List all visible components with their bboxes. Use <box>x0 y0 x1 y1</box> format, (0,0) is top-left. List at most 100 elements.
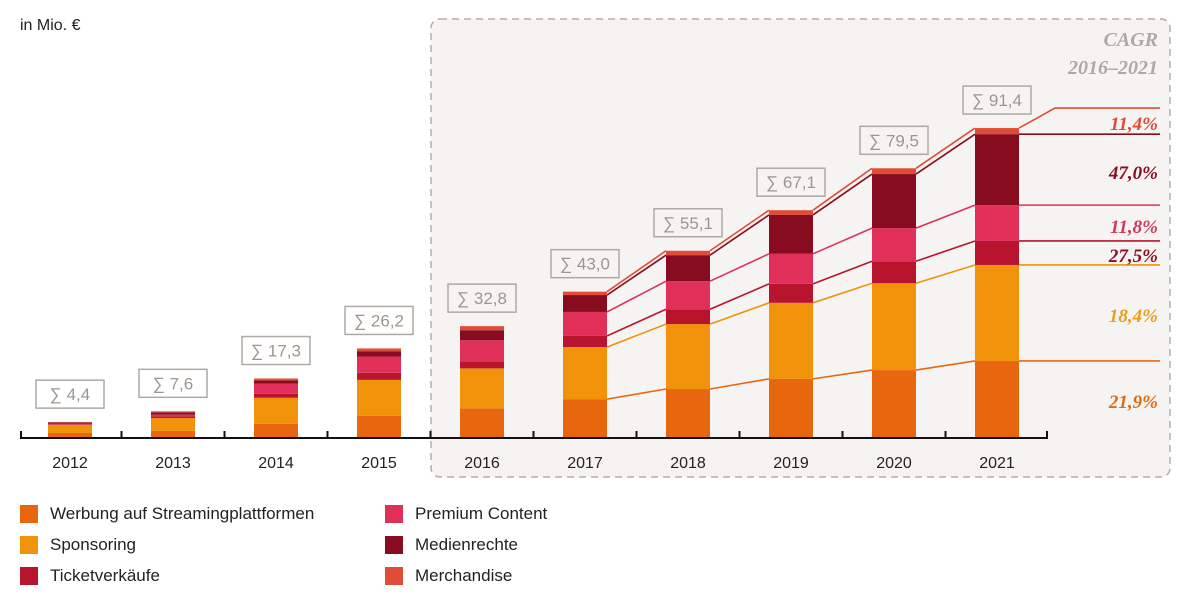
connector-line <box>915 240 976 262</box>
total-box <box>138 368 208 399</box>
x-tick-label: 2013 <box>155 455 191 472</box>
connector-line <box>812 282 873 304</box>
total-label: ∑ 17,3 <box>241 335 311 366</box>
cagr-value: 11,4% <box>1110 114 1158 135</box>
cagr-header: CAGR <box>1104 29 1158 51</box>
bar-segment-werbung-auf-streamingplattformen <box>151 430 195 437</box>
bar-segment-medienrechte <box>254 380 298 384</box>
total-value: ∑ 79,5 <box>869 131 919 150</box>
total-label: ∑ 79,5 <box>859 125 929 156</box>
total-box <box>241 335 311 366</box>
bar-segment-ticketverk-ufe <box>254 393 298 398</box>
connector-line <box>606 250 667 293</box>
bar-segment-ticketverk-ufe <box>975 240 1019 265</box>
x-tick-label: 2020 <box>876 455 912 472</box>
legend-swatch <box>385 536 403 554</box>
bar-segment-premium-content <box>357 356 401 373</box>
bar-segment-medienrechte <box>872 174 916 229</box>
bar-segment-medienrechte <box>563 295 607 312</box>
legend-swatch <box>20 505 38 523</box>
bar-segment-werbung-auf-streamingplattformen <box>769 378 813 437</box>
x-tick-label: 2019 <box>773 455 809 472</box>
bar-segment-merchandise <box>769 210 813 215</box>
cagr-value: 47,0% <box>1108 163 1158 184</box>
total-value: ∑ 32,8 <box>457 289 507 308</box>
bar-segment-sponsoring <box>151 418 195 431</box>
bar-segment-werbung-auf-streamingplattformen <box>563 399 607 437</box>
connector-line <box>812 167 873 211</box>
connector-line <box>709 209 770 252</box>
legend-item: Sponsoring <box>20 535 136 555</box>
bar-segment-werbung-auf-streamingplattformen <box>975 360 1019 437</box>
legend-label: Premium Content <box>415 504 548 523</box>
unit-label: in Mio. € <box>20 17 81 34</box>
total-label: ∑ 7,6 <box>138 368 208 399</box>
connector-line <box>606 388 667 400</box>
connector-line <box>709 283 770 310</box>
total-box <box>756 167 826 197</box>
legend-label: Medienrechte <box>415 535 519 554</box>
bar-segment-ticketverk-ufe <box>563 335 607 348</box>
bar-segment-merchandise <box>254 378 298 381</box>
cagr-header: 2016–2021 <box>1067 57 1158 79</box>
connector-line <box>709 214 770 256</box>
cagr-value: 21,9% <box>1108 392 1158 413</box>
connector-line <box>709 378 770 390</box>
bar-segment-premium-content <box>666 281 710 310</box>
x-tick-label: 2016 <box>464 455 500 472</box>
bar-segment-merchandise <box>460 326 504 331</box>
bar-segment-werbung-auf-streamingplattformen <box>460 408 504 437</box>
bar-segment-ticketverk-ufe <box>872 261 916 284</box>
connector-line <box>915 133 976 175</box>
total-value: ∑ 91,4 <box>972 91 1022 110</box>
bar-segment-ticketverk-ufe <box>151 416 195 419</box>
total-label: ∑ 26,2 <box>344 305 414 336</box>
bar-segment-merchandise <box>151 411 195 413</box>
legend-label: Merchandise <box>415 566 513 585</box>
connector-line <box>606 280 667 313</box>
total-box <box>550 248 620 279</box>
connector-line <box>915 127 976 169</box>
bar-segment-sponsoring <box>872 283 916 371</box>
bar-segment-ticketverk-ufe <box>666 309 710 325</box>
connector-line <box>606 254 667 296</box>
legend-item: Merchandise <box>385 566 512 586</box>
bar-segment-werbung-auf-streamingplattformen <box>666 389 710 437</box>
bar-segment-sponsoring <box>460 368 504 409</box>
bar-segment-ticketverk-ufe <box>357 372 401 380</box>
bar-segment-premium-content <box>563 311 607 336</box>
bar-segment-ticketverk-ufe <box>460 361 504 369</box>
bar-segment-premium-content <box>254 383 298 394</box>
total-box <box>35 379 105 409</box>
total-value: ∑ 26,2 <box>354 311 404 330</box>
bar-segment-merchandise <box>666 250 710 256</box>
total-box <box>344 305 414 336</box>
total-label: ∑ 55,1 <box>653 208 723 238</box>
total-value: ∑ 67,1 <box>766 173 816 192</box>
legend-item: Ticketverkäufe <box>20 566 160 586</box>
total-box <box>962 85 1032 115</box>
bar-segment-medienrechte <box>151 412 195 415</box>
legend-swatch <box>20 567 38 585</box>
total-value: ∑ 4,4 <box>50 385 90 404</box>
bar-segment-sponsoring <box>254 397 298 424</box>
cagr-value: 18,4% <box>1109 306 1158 327</box>
bar-segment-premium-content <box>769 253 813 284</box>
total-label: ∑ 4,4 <box>35 379 105 409</box>
bar-segment-ticketverk-ufe <box>769 283 813 303</box>
legend-swatch <box>385 505 403 523</box>
legend-swatch <box>385 567 403 585</box>
x-tick-label: 2012 <box>52 455 88 472</box>
cagr-value: 27,5% <box>1108 246 1158 267</box>
total-label: ∑ 32,8 <box>447 283 517 313</box>
bar-segment-merchandise <box>872 168 916 175</box>
bar-segment-ticketverk-ufe <box>48 424 92 425</box>
bar-segment-werbung-auf-streamingplattformen <box>254 423 298 437</box>
total-label: ∑ 43,0 <box>550 248 620 279</box>
bar-segment-medienrechte <box>48 422 92 424</box>
bar-segment-premium-content <box>872 228 916 262</box>
connector-line <box>812 260 873 285</box>
total-label: ∑ 67,1 <box>756 167 826 197</box>
